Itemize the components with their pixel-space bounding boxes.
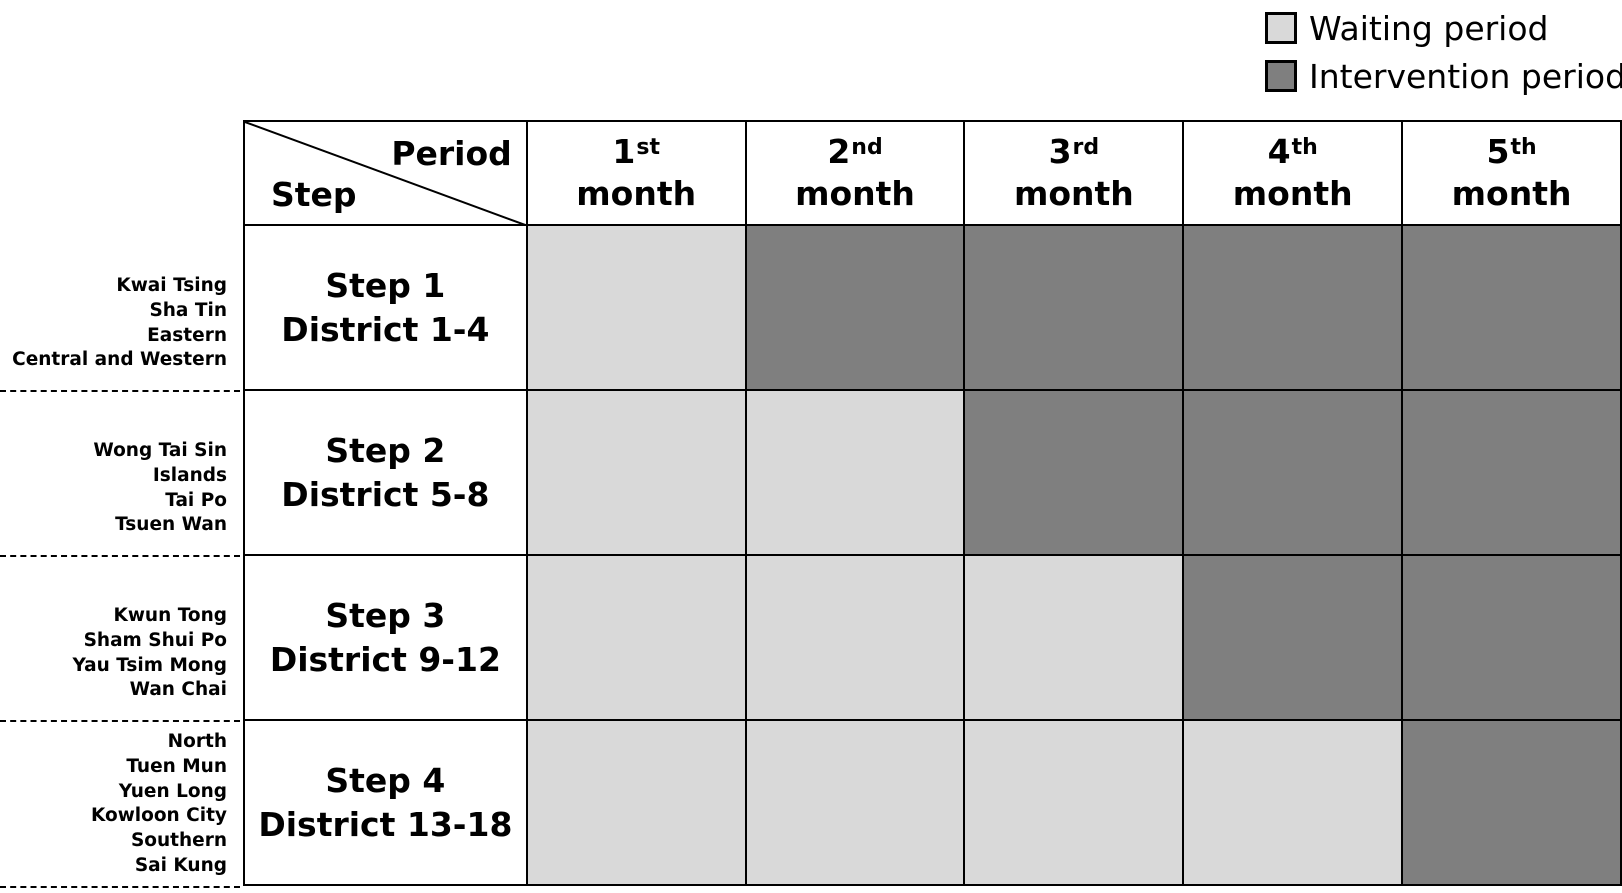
month-num: 4 — [1267, 132, 1291, 171]
stepped-wedge-table: Period Step 1st month 2nd month 3rd month 4… — [243, 120, 1622, 886]
month-word: month — [1451, 174, 1572, 213]
district-name: Sha Tin — [149, 299, 227, 321]
month-word: month — [576, 174, 697, 213]
month-header-5: 5th month — [1401, 120, 1622, 226]
legend-item-waiting: Waiting period — [1265, 4, 1622, 52]
month-num: 1 — [612, 132, 636, 171]
legend-label-intervention: Intervention period — [1309, 56, 1622, 96]
step-label: Step 4 — [325, 760, 446, 800]
district-list-step-2: Wong Tai Sin Islands Tai Po Tsuen Wan — [93, 439, 227, 538]
intervention-period-cell — [744, 224, 966, 391]
legend-swatch-waiting — [1265, 12, 1297, 44]
waiting-period-cell — [525, 389, 747, 556]
step-header-1: Step 1 District 1-4 — [243, 224, 528, 391]
district-name: Central and Western — [12, 349, 227, 371]
header-row: Period Step 1st month 2nd month 3rd month 4… — [243, 120, 1622, 226]
intervention-period-cell — [1401, 554, 1622, 721]
month-num: 2 — [827, 132, 851, 171]
district-name: Kwun Tong — [113, 605, 228, 626]
district-name: Tuen Mun — [126, 755, 227, 777]
district-name: Kowloon City — [90, 805, 227, 827]
intervention-period-cell — [1401, 389, 1622, 556]
intervention-period-cell — [1182, 389, 1404, 556]
waiting-period-cell — [744, 719, 966, 886]
waiting-period-cell — [744, 554, 966, 721]
step-row-2: Step 2 District 5-8 — [243, 389, 1622, 556]
waiting-period-cell — [525, 719, 747, 886]
month-suffix: nd — [851, 135, 883, 160]
month-suffix: th — [1291, 135, 1318, 160]
month-suffix: th — [1510, 135, 1537, 160]
district-name: Kwai Tsing — [116, 275, 227, 296]
legend-label-waiting: Waiting period — [1309, 8, 1549, 48]
row-divider-dashed — [0, 886, 240, 888]
district-name: Sham Shui Po — [83, 629, 227, 651]
step-row-1: Step 1 District 1-4 — [243, 224, 1622, 391]
district-name: Tsuen Wan — [115, 514, 227, 536]
month-suffix: st — [636, 135, 660, 160]
intervention-period-cell — [1401, 719, 1622, 886]
intervention-period-cell — [1182, 554, 1404, 721]
month-word: month — [1232, 174, 1353, 213]
month-num: 3 — [1048, 132, 1072, 171]
step-label: Step 3 — [325, 595, 446, 635]
step-district-range: District 5-8 — [281, 474, 490, 514]
step-label: Step 2 — [325, 430, 446, 470]
month-header-3: 3rd month — [963, 120, 1185, 226]
waiting-period-cell — [525, 224, 747, 391]
corner-label-period: Period — [391, 134, 512, 173]
month-word: month — [795, 174, 915, 213]
waiting-period-cell — [1182, 719, 1404, 886]
step-district-range: District 13-18 — [258, 804, 513, 844]
step-header-4: Step 4 District 13-18 — [243, 719, 528, 886]
step-district-range: District 1-4 — [281, 309, 490, 349]
district-name: Yau Tsim Mong — [72, 654, 227, 676]
district-name: Wan Chai — [129, 679, 227, 701]
district-name: North — [167, 731, 227, 752]
month-header-2: 2nd month — [744, 120, 966, 226]
intervention-period-cell — [963, 389, 1185, 556]
intervention-period-cell — [963, 224, 1185, 391]
step-district-range: District 9-12 — [269, 639, 501, 679]
district-name: Southern — [130, 830, 227, 852]
waiting-period-cell — [525, 554, 747, 721]
month-header-4: 4th month — [1182, 120, 1404, 226]
step-label: Step 1 — [325, 265, 446, 305]
district-name: Islands — [152, 464, 227, 486]
district-list-step-4: North Tuen Mun Yuen Long Kowloon City So… — [91, 730, 227, 879]
step-row-3: Step 3 District 9-12 — [243, 554, 1622, 721]
intervention-period-cell — [1401, 224, 1622, 391]
step-header-3: Step 3 District 9-12 — [243, 554, 528, 721]
district-name: Sai Kung — [134, 854, 227, 876]
row-divider-dashed — [0, 555, 240, 557]
month-num: 5 — [1486, 132, 1510, 171]
waiting-period-cell — [963, 554, 1185, 721]
month-header-1: 1st month — [525, 120, 747, 226]
waiting-period-cell — [963, 719, 1185, 886]
district-name: Tai Po — [165, 489, 227, 511]
step-header-2: Step 2 District 5-8 — [243, 389, 528, 556]
step-row-4: Step 4 District 13-18 — [243, 719, 1622, 886]
intervention-period-cell — [1182, 224, 1404, 391]
row-divider-dashed — [0, 390, 240, 392]
district-list-step-1: Kwai Tsing Sha Tin Eastern Central and W… — [12, 274, 227, 373]
corner-cell: Period Step — [243, 120, 528, 226]
row-divider-dashed — [0, 720, 240, 722]
district-name: Eastern — [147, 324, 227, 346]
district-name: Yuen Long — [118, 780, 227, 802]
corner-diagonal — [245, 122, 528, 226]
legend: Waiting period Intervention period — [1265, 4, 1622, 100]
corner-label-step: Step — [271, 175, 357, 214]
month-word: month — [1013, 174, 1134, 213]
legend-swatch-intervention — [1265, 60, 1297, 92]
district-name: Wong Tai Sin — [93, 440, 227, 461]
district-list-step-3: Kwun Tong Sham Shui Po Yau Tsim Mong Wan… — [72, 604, 227, 703]
waiting-period-cell — [744, 389, 966, 556]
legend-item-intervention: Intervention period — [1265, 52, 1622, 100]
month-suffix: rd — [1072, 135, 1100, 160]
